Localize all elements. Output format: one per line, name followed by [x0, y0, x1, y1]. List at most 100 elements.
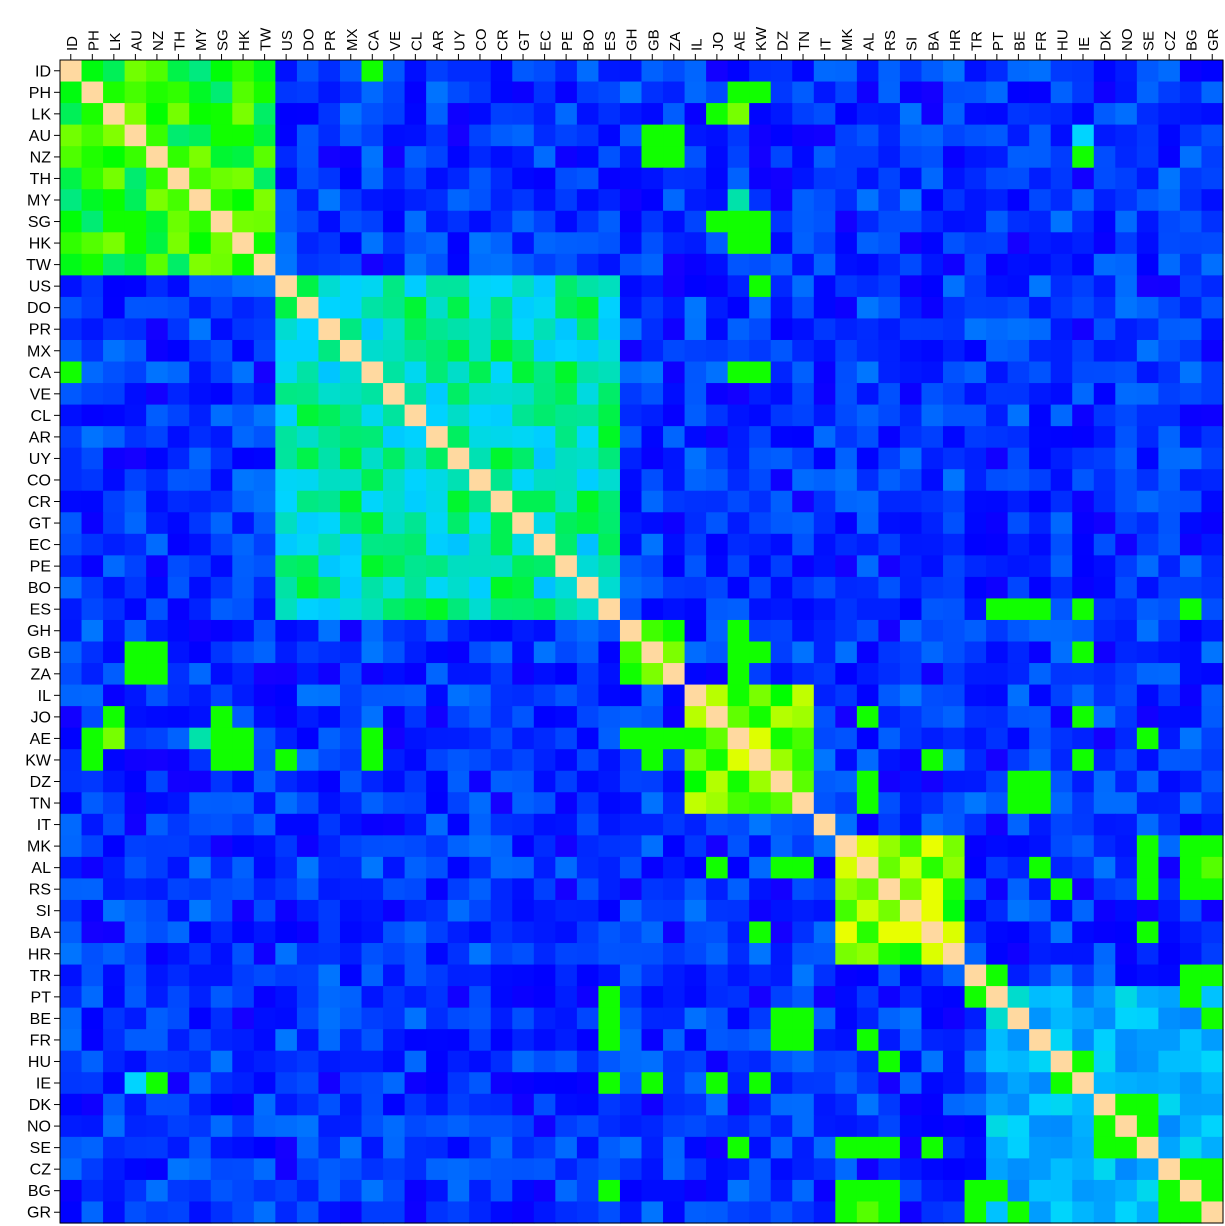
- heatmap-cell-bg-es: [598, 1179, 621, 1203]
- heatmap-cell-si-it: [813, 899, 836, 923]
- heatmap-cell-ec-rs: [878, 533, 901, 556]
- heatmap-cell-cz-ve: [383, 1158, 406, 1181]
- heatmap-cell-uy-id: [60, 447, 83, 470]
- heatmap-cell-my-pe: [555, 189, 578, 212]
- heatmap-cell-al-us: [275, 856, 298, 880]
- heatmap-cell-gb-id: [60, 641, 83, 664]
- heatmap-cell-pe-no: [1115, 555, 1138, 578]
- heatmap-cell-ba-uy: [447, 921, 470, 944]
- heatmap-cell-al-no: [1115, 856, 1138, 880]
- heatmap-cell-us-gb: [641, 275, 664, 298]
- heatmap-cell-es-dk: [1093, 598, 1116, 621]
- heatmap-cell-mx-dz: [770, 339, 793, 363]
- heatmap-cell-cz-es: [598, 1158, 621, 1181]
- heatmap-cell-il-sg: [210, 684, 233, 707]
- heatmap-cell-ar-es: [598, 426, 621, 449]
- heatmap-cell-bg-gr: [1201, 1179, 1224, 1203]
- heatmap-cell-ae-tn: [792, 727, 815, 750]
- heatmap-cell-fr-se: [1136, 1029, 1159, 1052]
- heatmap-cell-pe-my: [189, 555, 212, 578]
- heatmap-cell-dk-es: [598, 1093, 621, 1116]
- heatmap-cell-no-si: [899, 1115, 923, 1138]
- heatmap-cell-tw-co: [469, 253, 492, 276]
- heatmap-cell-pr-do: [296, 318, 320, 341]
- heatmap-cell-rs-dz: [770, 878, 793, 901]
- heatmap-cell-fr-hk: [232, 1029, 255, 1052]
- heatmap-cell-au-mx: [339, 124, 363, 147]
- heatmap-cell-us-uy: [447, 275, 470, 298]
- heatmap-cell-cl-za: [663, 404, 686, 427]
- heatmap-cell-no-lk: [103, 1115, 126, 1138]
- heatmap-cell-cz-rs: [878, 1158, 901, 1181]
- heatmap-cell-my-ie: [1072, 189, 1095, 212]
- heatmap-cell-kw-jo: [706, 749, 729, 772]
- heatmap-cell-th-dk: [1093, 167, 1116, 190]
- heatmap-cell-se-nz: [146, 1136, 169, 1159]
- heatmap-cell-th-pe: [555, 167, 578, 190]
- heatmap-cell-se-se: [1136, 1136, 1159, 1159]
- heatmap-cell-jo-ie: [1072, 706, 1095, 729]
- heatmap-cell-sg-hu: [1050, 210, 1073, 233]
- heatmap-cell-si-gb: [641, 899, 664, 923]
- heatmap-cell-be-us: [275, 1007, 298, 1030]
- heatmap-cell-za-tn: [792, 663, 815, 686]
- heatmap-cell-co-bo: [576, 469, 600, 492]
- heatmap-cell-th-us: [275, 167, 298, 190]
- heatmap-cell-gb-ph: [81, 641, 104, 664]
- heatmap-cell-th-nz: [146, 167, 169, 190]
- heatmap-cell-ec-it: [813, 533, 836, 556]
- heatmap-cell-au-pt: [986, 124, 1009, 147]
- heatmap-cell-si-dz: [770, 899, 793, 923]
- heatmap-cell-th-gt: [512, 167, 535, 190]
- heatmap-cell-be-cr: [490, 1007, 513, 1030]
- heatmap-cell-uy-cl: [404, 447, 427, 470]
- heatmap-cell-gr-hk: [232, 1201, 255, 1224]
- heatmap-cell-es-si: [899, 598, 923, 621]
- heatmap-cell-es-mx: [339, 598, 363, 621]
- heatmap-cell-ca-ca: [361, 361, 384, 384]
- heatmap-cell-no-al: [856, 1115, 880, 1138]
- heatmap-cell-ar-be: [1007, 426, 1030, 449]
- heatmap-cell-gb-dz: [770, 641, 793, 664]
- heatmap-cell-ae-kw: [749, 727, 772, 750]
- heatmap-cell-bo-gr: [1201, 576, 1224, 600]
- heatmap-cell-mk-tn: [792, 835, 815, 858]
- heatmap-cell-ie-au: [124, 1072, 147, 1095]
- heatmap-cell-gh-ec: [533, 619, 556, 643]
- x-tick-label-cl: CL: [408, 32, 425, 51]
- heatmap-cell-uy-al: [856, 447, 880, 470]
- heatmap-cell-be-kw: [749, 1007, 772, 1030]
- heatmap-cell-tn-ba: [921, 792, 944, 815]
- heatmap-cell-za-hr: [943, 663, 966, 686]
- heatmap-cell-it-gr: [1201, 813, 1224, 836]
- heatmap-cell-do-ar: [426, 296, 449, 320]
- heatmap-cell-mk-hr: [943, 835, 966, 858]
- y-tick-label-se: SE: [30, 1140, 51, 1157]
- heatmap-cell-ar-my: [189, 426, 212, 449]
- heatmap-cell-cz-ar: [426, 1158, 449, 1181]
- heatmap-cell-th-lk: [103, 167, 126, 190]
- heatmap-cell-si-cz: [1158, 899, 1181, 923]
- x-tick-label-lk: LK: [107, 33, 124, 51]
- heatmap-cell-il-jo: [706, 684, 729, 707]
- heatmap-cell-jo-gt: [512, 706, 535, 729]
- heatmap-cell-gr-uy: [447, 1201, 470, 1224]
- heatmap-cell-cr-es: [598, 490, 621, 513]
- heatmap-cell-mk-pt: [986, 835, 1009, 858]
- heatmap-cell-bg-hk: [232, 1179, 255, 1203]
- heatmap-cell-pr-au: [124, 318, 147, 341]
- heatmap-cell-fr-mx: [339, 1029, 363, 1052]
- heatmap-cell-pe-mx: [339, 555, 363, 578]
- heatmap-cell-bg-pr: [318, 1179, 341, 1203]
- heatmap-cell-gt-rs: [878, 512, 901, 535]
- heatmap-cell-my-my: [189, 189, 212, 212]
- heatmap-cell-gt-it: [813, 512, 836, 535]
- heatmap-cell-cr-gt: [512, 490, 535, 513]
- heatmap-cell-tn-ec: [533, 792, 556, 815]
- heatmap-cell-it-pt: [986, 813, 1009, 836]
- heatmap-cell-dz-gb: [641, 770, 664, 793]
- heatmap-cell-do-rs: [878, 296, 901, 320]
- heatmap-cell-pe-hk: [232, 555, 255, 578]
- heatmap-cell-hk-tw: [253, 232, 276, 255]
- heatmap-cell-jo-ve: [383, 706, 406, 729]
